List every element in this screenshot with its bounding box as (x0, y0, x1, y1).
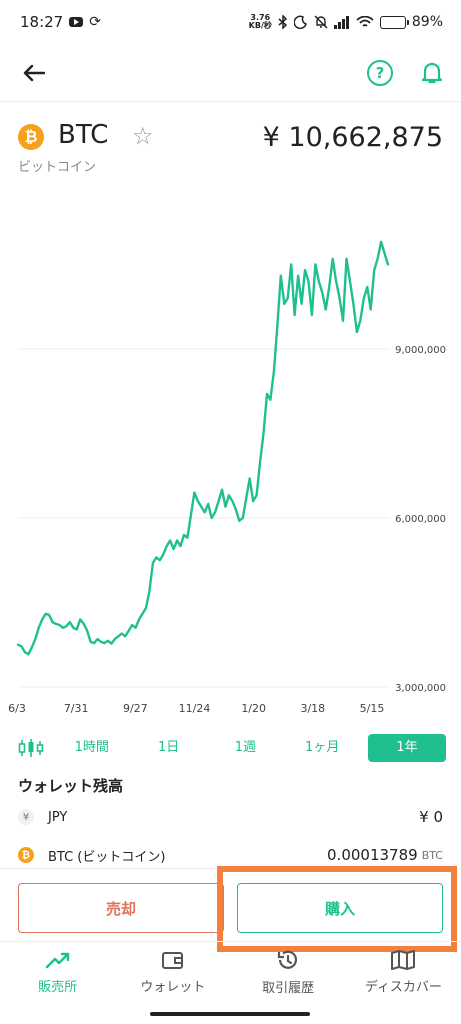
net-speed-value: 3.76 (250, 13, 271, 22)
y-tick-label: 9,000,000 (395, 345, 446, 356)
net-speed: 3.76 KB/秒 (249, 14, 272, 30)
candlestick-toggle-button[interactable] (16, 735, 46, 761)
wallet-row-unit: BTC (421, 848, 443, 862)
buy-highlight-box (217, 866, 457, 952)
y-tick-label: 3,000,000 (395, 683, 446, 694)
bitcoin-logo-icon: ₿ (18, 124, 44, 150)
trade-actions: 売却 購入 (0, 866, 461, 952)
buy-button[interactable]: 購入 (237, 883, 443, 933)
coin-heading: ₿ BTC ☆ ビットコイン ¥ 10,662,875 (18, 118, 443, 178)
bitcoin-icon: ₿ (18, 847, 34, 863)
x-tick-label: 9/27 (123, 702, 148, 715)
nav-item-exchange[interactable]: 販売所 (0, 942, 115, 1003)
app-header: ? (0, 44, 461, 102)
trending-up-icon (45, 952, 69, 969)
yen-icon: ¥ (18, 809, 34, 825)
wallet-row-btc: ₿ BTC (ビットコイン) 0.00013789 BTC (18, 843, 443, 867)
nav-item-wallet[interactable]: ウォレット (115, 942, 230, 1003)
battery-percent: 89% (411, 14, 443, 30)
period-selector: 1時間 1日 1週 1ヶ月 1年 (16, 733, 446, 763)
wallet-row-label: BTC (ビットコイン) (48, 849, 166, 865)
notification-button[interactable] (419, 60, 445, 86)
nav-item-history[interactable]: 取引履歴 (231, 942, 346, 1003)
x-tick-label: 11/24 (179, 702, 211, 715)
status-time: 18:27 (20, 13, 64, 31)
price-line (16, 240, 390, 656)
period-1y-button[interactable]: 1年 (367, 734, 446, 762)
nav-label: 取引履歴 (262, 981, 315, 996)
back-button[interactable] (18, 57, 50, 89)
youtube-notification-icon (69, 17, 84, 27)
history-icon (278, 950, 298, 969)
arrow-left-icon (23, 64, 45, 81)
signal-icon (333, 15, 349, 29)
wallet-row-value: 0.00013789 (327, 846, 418, 864)
x-tick-label: 5/15 (360, 702, 385, 715)
period-1w-button[interactable]: 1週 (234, 740, 257, 755)
coin-symbol: BTC (58, 120, 109, 150)
bell-icon (422, 62, 442, 83)
help-button[interactable]: ? (367, 59, 393, 86)
coin-name: ビットコイン (18, 160, 97, 175)
sync-icon: ⟳ (89, 14, 101, 30)
period-1h-button[interactable]: 1時間 (74, 740, 109, 755)
wallet-row-value: ¥ 0 (419, 808, 443, 826)
net-speed-unit: KB/秒 (248, 21, 272, 30)
wallet-row-jpy: ¥ JPY ¥ 0 (18, 805, 443, 829)
status-bar: 18:27 ⟳ 3.76 KB/秒 89% (0, 0, 461, 44)
header-actions: ? (367, 59, 445, 86)
price-chart-svg: 3,000,000 6,000,000 9,000,000 6/3 7/31 9/27 1… (8, 240, 446, 715)
favorite-star-button[interactable]: ☆ (132, 122, 154, 150)
period-1d-button[interactable]: 1日 (157, 740, 180, 755)
sell-button[interactable]: 売却 (18, 883, 224, 933)
bell-off-icon (314, 15, 328, 29)
book-map-icon (391, 950, 416, 970)
period-1m-button[interactable]: 1ヶ月 (305, 740, 340, 755)
x-tick-label: 6/3 (8, 702, 26, 715)
wallet-icon (161, 952, 183, 969)
battery-icon (379, 15, 409, 29)
y-tick-label: 6,000,000 (395, 514, 446, 525)
x-tick-label: 1/20 (241, 702, 266, 715)
wallet-row-label: JPY (48, 809, 68, 825)
status-left: 18:27 ⟳ (20, 13, 101, 31)
coin-price: ¥ 10,662,875 (262, 122, 443, 153)
x-tick-label: 7/31 (64, 702, 89, 715)
x-tick-label: 3/18 (300, 702, 325, 715)
do-not-disturb-icon (293, 15, 307, 29)
nav-label: ウォレット (140, 980, 206, 995)
bluetooth-icon (278, 15, 287, 29)
wallet-balance-title: ウォレット残高 (18, 777, 124, 795)
price-chart[interactable]: 3,000,000 6,000,000 9,000,000 6/3 7/31 9/27 1… (0, 195, 461, 725)
status-right: 3.76 KB/秒 89% (249, 14, 443, 31)
help-circle-icon: ? (375, 63, 385, 82)
nav-item-discover[interactable]: ディスカバー (346, 942, 461, 1003)
bottom-navigation: 販売所 ウォレット 取引履歴 ディスカバー (0, 941, 461, 1003)
wifi-icon (356, 15, 374, 27)
home-indicator (150, 1012, 310, 1016)
nav-label: 販売所 (38, 980, 78, 995)
nav-label: ディスカバー (364, 980, 442, 995)
candlestick-icon (18, 739, 44, 757)
